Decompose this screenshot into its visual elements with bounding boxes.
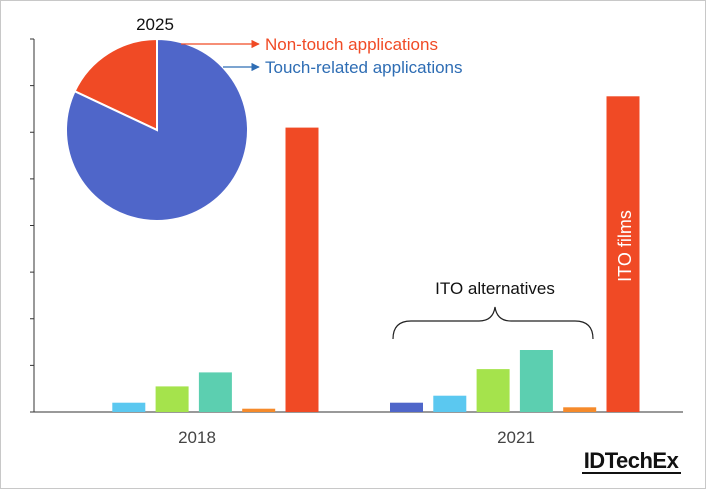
alternatives-bracket [392, 306, 594, 340]
bar-2021-alternative-c [476, 369, 510, 412]
pie-inset [64, 37, 249, 222]
legend-label-non-touch: Non-touch applications [265, 35, 438, 54]
bar-2018-alternative-c [155, 386, 189, 412]
ito-films-bar-label: ITO films [615, 210, 635, 282]
legend-label-touch: Touch-related applications [265, 58, 463, 77]
bar-series-group [112, 96, 640, 413]
bar-2021-alternative-a [390, 402, 423, 412]
x-tick-label-2021: 2021 [497, 428, 535, 447]
x-tick-label-2018: 2018 [178, 428, 216, 447]
pie-slice-touch-related-applications [64, 37, 249, 222]
bar-2018-alternative-d [198, 372, 232, 412]
idtechex-logo: IDTechEx [584, 448, 680, 473]
bar-2018-alternative-b [112, 402, 146, 412]
bar-2021-alternative-e [563, 407, 597, 412]
pie-title: 2025 [136, 15, 174, 34]
alternatives-bracket-label: ITO alternatives [435, 279, 555, 298]
pie-slice-non-touch-applications [73, 37, 158, 132]
bar-2021-alternative-d [519, 350, 553, 412]
bar-2021-alternative-b [433, 395, 467, 412]
y-axis-ticks [30, 38, 34, 413]
bar-2018-alternative-e [242, 408, 276, 412]
bar-2021-ito-films [606, 96, 640, 413]
bar-2018-ito-films [285, 127, 319, 412]
